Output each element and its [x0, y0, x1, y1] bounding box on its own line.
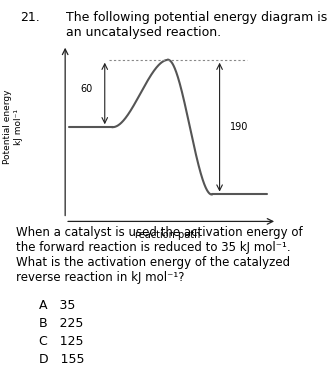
Text: When a catalyst is used the activation energy of
the forward reaction is reduced: When a catalyst is used the activation e…	[16, 226, 303, 284]
Text: The following potential energy diagram is for
an uncatalysed reaction.: The following potential energy diagram i…	[66, 11, 329, 39]
Text: A   35: A 35	[39, 299, 76, 312]
Text: C   125: C 125	[39, 335, 84, 348]
Text: 60: 60	[81, 84, 93, 94]
Text: Potential energy
kJ mol⁻¹: Potential energy kJ mol⁻¹	[4, 90, 23, 165]
Text: 190: 190	[230, 122, 249, 132]
Text: 21.: 21.	[20, 11, 39, 24]
Text: D   155: D 155	[39, 353, 85, 366]
Text: B   225: B 225	[39, 317, 84, 330]
Text: reaction path: reaction path	[136, 230, 201, 240]
